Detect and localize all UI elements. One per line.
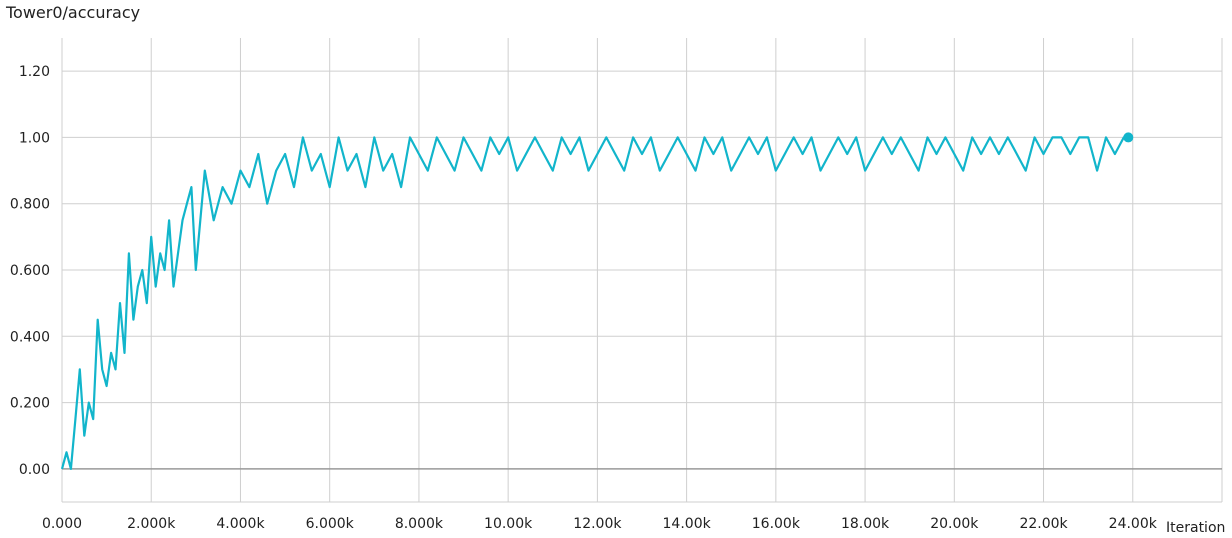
- x-tick-label: 20.00k: [930, 516, 979, 532]
- series-layer: [60, 132, 1134, 470]
- y-tick-label: 1.20: [19, 64, 50, 80]
- y-tick-label: 0.200: [10, 396, 50, 412]
- x-tick-label: 10.00k: [484, 516, 533, 532]
- y-tick-label: 0.400: [10, 329, 50, 345]
- x-tick-label: 16.00k: [752, 516, 801, 532]
- chart-title: Tower0/accuracy: [6, 3, 141, 22]
- y-tick-label: 0.600: [10, 263, 50, 279]
- x-tick-label: 2.000k: [127, 516, 176, 532]
- x-tick-label: 0.000: [42, 516, 82, 532]
- x-tick-label: 12.00k: [573, 516, 622, 532]
- y-tick-label: 0.800: [10, 197, 50, 213]
- x-axis-label: Iteration: [1166, 520, 1225, 536]
- tick-label-layer: 0.000 2.000k 4.000k 6.000k 8.000k 10.00k 12.00…: [10, 64, 1158, 532]
- x-tick-label: 24.00k: [1109, 516, 1158, 532]
- x-tick-label: 18.00k: [841, 516, 890, 532]
- x-tick-label: 14.00k: [663, 516, 712, 532]
- x-tick-label: 6.000k: [306, 516, 355, 532]
- x-tick-label: 22.00k: [1019, 516, 1068, 532]
- x-tick-label: 4.000k: [216, 516, 265, 532]
- y-tick-label: 0.00: [19, 462, 50, 478]
- series-line: [60, 136, 1129, 470]
- x-tick-label: 8.000k: [395, 516, 444, 532]
- y-tick-label: 1.00: [19, 130, 50, 146]
- series-endpoint-marker: [1123, 132, 1134, 143]
- grid-layer: [61, 38, 1223, 503]
